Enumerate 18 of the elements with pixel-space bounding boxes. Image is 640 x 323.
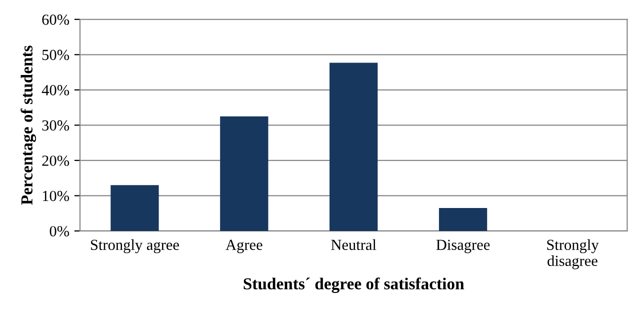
bar — [330, 62, 378, 231]
bar — [110, 185, 159, 231]
y-tick-label: 20% — [42, 156, 70, 166]
x-tick-label: Agree — [226, 240, 262, 254]
y-tick-label: 40% — [42, 85, 70, 96]
y-tick-label: 10% — [42, 190, 70, 202]
bar — [438, 208, 488, 231]
y-tick-label: 0% — [50, 226, 70, 236]
y-tick-label: 60% — [42, 14, 70, 25]
y-tick-label: 30% — [42, 120, 70, 131]
y-axis-title: Percentage of students — [20, 46, 36, 205]
bar — [220, 116, 268, 231]
y-tick-label: 50% — [42, 50, 70, 60]
x-tick-label: Disagree — [436, 240, 490, 254]
x-axis-title: Students´ degree of satisfaction — [244, 278, 464, 293]
x-tick-label: Neutral — [331, 239, 376, 250]
x-tick-label: Strongly disagree — [547, 239, 599, 270]
x-tick-label: Strongly agree — [90, 239, 179, 254]
